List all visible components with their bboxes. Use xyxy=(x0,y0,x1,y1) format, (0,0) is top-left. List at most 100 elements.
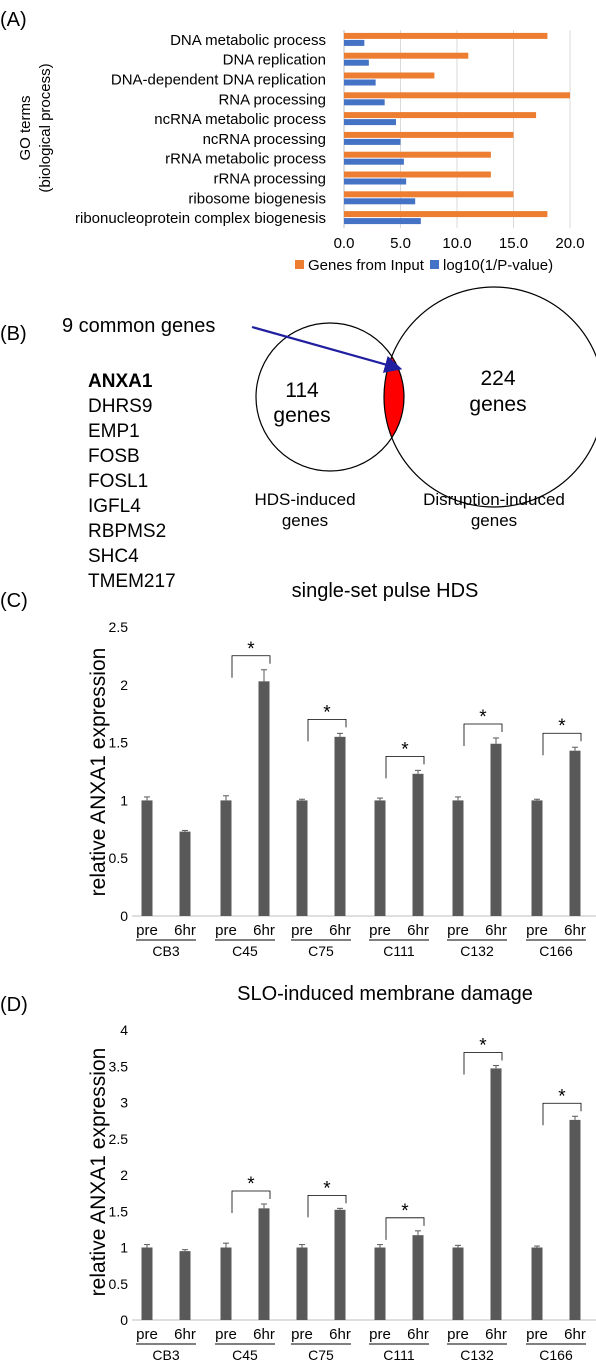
y-tick-label: 1 xyxy=(120,1240,128,1256)
chart-d-ylabel: relative ANXA1 expression xyxy=(87,1048,110,1297)
disruption-count: 224 xyxy=(480,367,515,390)
bar xyxy=(179,1251,191,1320)
bar xyxy=(490,743,502,916)
slo-expression-chart: SLO-induced membrane damage relative ANX… xyxy=(87,983,596,1363)
bar xyxy=(490,1068,502,1320)
y-tick-label: 2.5 xyxy=(109,619,129,635)
bar xyxy=(334,1209,346,1320)
bar-log-pvalue xyxy=(344,138,401,145)
x-tick-label: 15.0 xyxy=(499,235,528,252)
significance-marker: * xyxy=(558,1086,566,1107)
bar-label: 6hr xyxy=(407,1326,429,1343)
venn-circle-hds xyxy=(255,322,405,472)
bar-label: pre xyxy=(215,1326,237,1343)
bar xyxy=(296,1247,308,1320)
group-label: C75 xyxy=(308,943,334,959)
gene-name: EMP1 xyxy=(88,421,140,442)
group-label: C45 xyxy=(232,943,258,959)
group-label: CB3 xyxy=(152,943,179,959)
x-tick-label: 20.0 xyxy=(555,235,584,252)
bar xyxy=(531,800,543,916)
bar-log-pvalue xyxy=(344,99,385,106)
category-label: DNA replication xyxy=(223,52,326,69)
bar-log-pvalue xyxy=(344,119,396,126)
venn-diagram: 9 common genes 114 genes 224 genes HDS-i… xyxy=(62,286,596,530)
y-tick-label: 1 xyxy=(120,792,128,808)
bar-label: pre xyxy=(291,922,313,939)
gene-name: RBPMS2 xyxy=(88,521,167,542)
common-genes-arrow xyxy=(251,325,403,373)
bar xyxy=(531,1247,543,1320)
common-gene-list: ANXA1 DHRS9 EMP1 FOSB FOSL1 IGFL4 RBPMS2… xyxy=(88,369,176,594)
go-bars xyxy=(344,32,570,225)
significance-marker: * xyxy=(247,639,255,660)
bar-label: 6hr xyxy=(253,922,275,939)
bar xyxy=(374,800,386,916)
bar xyxy=(569,1119,581,1320)
bar-label: 6hr xyxy=(485,922,507,939)
bar-log-pvalue xyxy=(344,178,407,185)
x-tick-label: 10.0 xyxy=(442,235,471,252)
category-label: DNA-dependent DNA replication xyxy=(111,72,326,89)
significance-marker: * xyxy=(323,1178,331,1199)
go-x-ticks: 0.0 5.0 10.0 15.0 20.0 xyxy=(334,235,585,252)
bar-label: 6hr xyxy=(253,1326,275,1343)
bar xyxy=(141,1247,153,1320)
category-label: rRNA metabolic process xyxy=(165,151,326,168)
significance-marker: * xyxy=(479,707,487,728)
bar xyxy=(258,1208,270,1320)
bar-label: pre xyxy=(136,922,158,939)
bar-label: 6hr xyxy=(329,922,351,939)
group-label: C132 xyxy=(460,1347,494,1363)
bar-label: pre xyxy=(369,922,391,939)
gene-name: ANXA1 xyxy=(88,371,153,392)
go-category-labels: DNA metabolic process DNA replication DNA-… xyxy=(75,32,326,227)
go-gridlines xyxy=(400,30,571,228)
chart-c-plot: 0 0.5 1 1.5 2 2.5 pre 6hr CB3 pre 6hr C45 * pre 6hr C75… xyxy=(109,619,596,959)
bar xyxy=(141,800,153,916)
bar-log-pvalue xyxy=(344,218,421,225)
chart-d-plot: 0 0.5 1 1.5 2 2.5 3 3.5 4 pre 6hr CB3 pre 6hr C45 * pre 6… xyxy=(109,1022,596,1363)
y-tick-label: 2 xyxy=(120,1167,128,1183)
y-tick-label: 3 xyxy=(120,1095,128,1111)
bar-genes-from-input xyxy=(344,92,570,99)
gene-name: IGFL4 xyxy=(88,496,141,517)
y-tick-label: 1.5 xyxy=(109,1203,129,1219)
bar-genes-from-input xyxy=(344,52,469,59)
bar-log-pvalue xyxy=(344,198,416,205)
category-label: ncRNA metabolic process xyxy=(154,111,326,128)
category-label: rRNA processing xyxy=(213,171,326,188)
gene-name: DHRS9 xyxy=(88,396,153,417)
disruption-unit: genes xyxy=(469,393,526,416)
hds-label-line1: HDS-induced xyxy=(254,490,355,509)
bar-log-pvalue xyxy=(344,158,404,165)
bar-label: 6hr xyxy=(174,1326,196,1343)
go-ylabel-line1: GO terms xyxy=(17,95,34,160)
legend-swatch-pvalue xyxy=(430,260,439,269)
bar-label: pre xyxy=(136,1326,158,1343)
group-label: C166 xyxy=(539,943,573,959)
significance-bracket xyxy=(542,732,582,756)
category-label: ncRNA processing xyxy=(203,131,326,148)
bar-label: 6hr xyxy=(329,1326,351,1343)
category-label: ribonucleoprotein complex biogenesis xyxy=(75,210,326,227)
go-terms-chart: GO terms (biological process) DNA metabo… xyxy=(17,30,585,274)
group-label: C132 xyxy=(460,943,494,959)
significance-bracket xyxy=(463,723,503,746)
bar-genes-from-input xyxy=(344,211,548,218)
bar xyxy=(334,736,346,916)
gene-name: FOSB xyxy=(88,446,140,467)
y-tick-label: 1.5 xyxy=(109,735,129,751)
gene-name: SHC4 xyxy=(88,546,139,567)
hds-label-line2: genes xyxy=(282,511,328,530)
venn-circle-disruption xyxy=(383,286,596,508)
bar-label: 6hr xyxy=(485,1326,507,1343)
y-tick-label: 0 xyxy=(120,1312,128,1328)
panel-label-d: (D) xyxy=(0,994,28,1016)
gene-name: TMEM217 xyxy=(88,571,176,592)
bar xyxy=(452,1247,464,1320)
bar-genes-from-input xyxy=(344,131,514,138)
group-label: C75 xyxy=(308,1347,334,1363)
gene-name: FOSL1 xyxy=(88,471,149,492)
